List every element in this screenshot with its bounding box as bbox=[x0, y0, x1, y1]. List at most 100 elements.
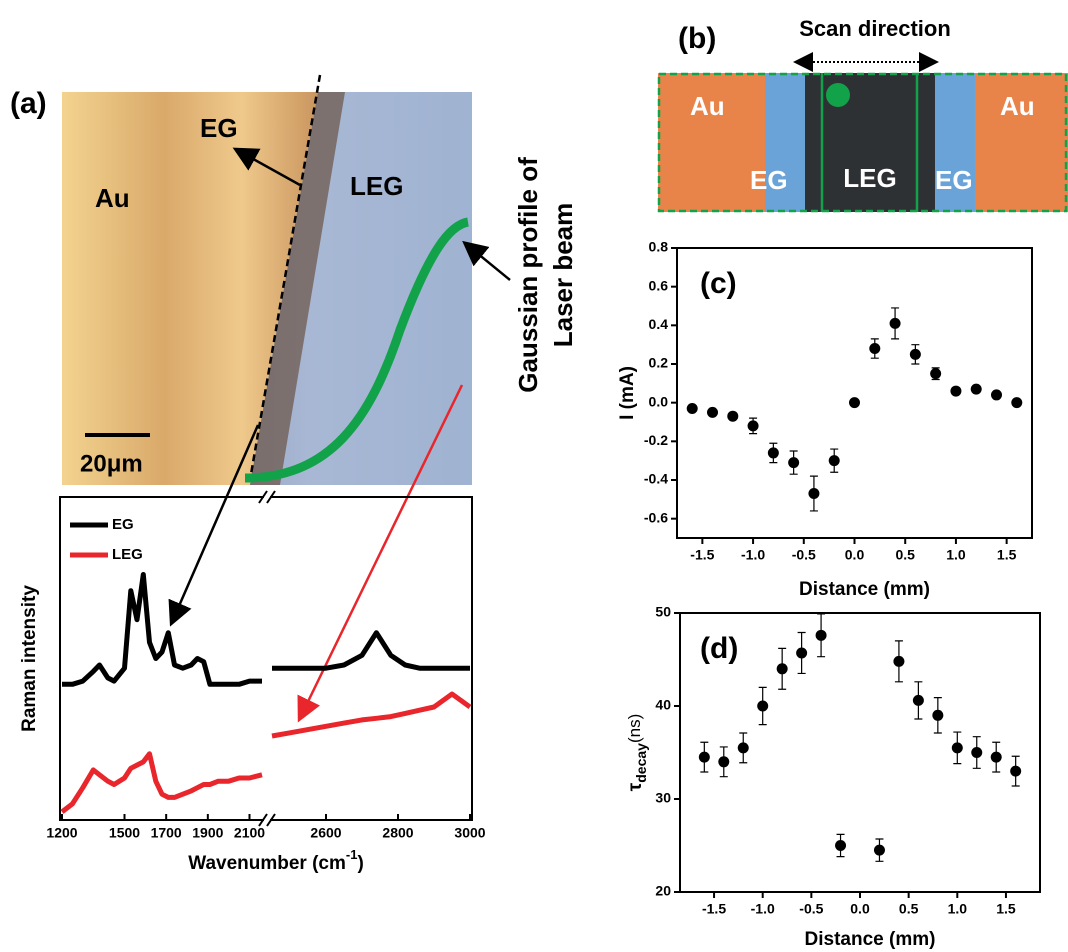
x-tick-label: 1700 bbox=[151, 825, 182, 841]
data-point bbox=[738, 742, 749, 753]
data-point bbox=[718, 756, 729, 767]
y-tick-label: 0.2 bbox=[649, 355, 669, 371]
figure: (a) EG Au LEG 20μm Gaussian profile of L… bbox=[0, 0, 1068, 952]
region-label: LEG bbox=[843, 163, 896, 193]
data-point bbox=[757, 701, 768, 712]
x-tick-label: -1.5 bbox=[690, 547, 714, 563]
region-label: EG bbox=[750, 165, 788, 195]
x-axis-label-end: ) bbox=[357, 853, 363, 874]
data-point bbox=[727, 411, 738, 422]
x-axis-label-sup: -1 bbox=[346, 847, 358, 862]
data-point bbox=[768, 447, 779, 458]
scale-bar-label: 20μm bbox=[80, 450, 143, 477]
data-point bbox=[930, 368, 941, 379]
panel-label: (b) bbox=[678, 22, 716, 55]
y-tick-label: -0.6 bbox=[644, 509, 668, 525]
panel-label: (d) bbox=[700, 632, 738, 665]
region-label: LEG bbox=[350, 171, 403, 201]
y-tick-label: 0.4 bbox=[649, 316, 669, 332]
data-point bbox=[816, 630, 827, 641]
data-point bbox=[1011, 397, 1022, 408]
x-tick-label: 2800 bbox=[382, 825, 413, 841]
data-point bbox=[699, 752, 710, 763]
region-label: Au bbox=[690, 91, 725, 121]
y-tick-label: 50 bbox=[655, 604, 671, 620]
y-tick-label: 0.8 bbox=[649, 239, 669, 255]
data-point bbox=[808, 488, 819, 499]
data-point bbox=[835, 840, 846, 851]
panel-label: (c) bbox=[700, 267, 737, 300]
spectrum-line bbox=[62, 575, 470, 685]
data-point bbox=[893, 656, 904, 667]
data-point bbox=[788, 457, 799, 468]
x-tick-label: -0.5 bbox=[792, 547, 816, 563]
x-tick-label: -0.5 bbox=[799, 901, 823, 917]
y-tick-label: -0.2 bbox=[644, 432, 668, 448]
y-tick-label: 40 bbox=[655, 697, 671, 713]
annotation: Gaussian profile of bbox=[513, 157, 543, 393]
y-axis-label: Raman intensity bbox=[19, 585, 40, 732]
data-point bbox=[687, 403, 698, 414]
y-axis-label: I (mA) bbox=[617, 366, 638, 420]
annotation: Laser beam bbox=[548, 203, 578, 348]
scan-label: Scan direction bbox=[799, 16, 951, 41]
x-tick-label: 1900 bbox=[192, 825, 223, 841]
x-tick-label: -1.0 bbox=[741, 547, 765, 563]
x-tick-label: -1.0 bbox=[751, 901, 775, 917]
y-tick-label: 0.0 bbox=[649, 393, 669, 409]
x-axis-label: Distance (mm) bbox=[805, 929, 936, 950]
data-point bbox=[707, 407, 718, 418]
x-tick-label: 0.5 bbox=[895, 547, 915, 563]
x-tick-label: 1200 bbox=[46, 825, 77, 841]
region-label: EG bbox=[935, 165, 973, 195]
y-tick-label: -0.4 bbox=[644, 471, 668, 487]
y-tick-label: 20 bbox=[655, 883, 671, 899]
x-tick-label: 0.0 bbox=[845, 547, 865, 563]
y-axis-label-text: I (mA) bbox=[617, 366, 638, 420]
region-label: Au bbox=[1000, 91, 1035, 121]
y-axis-label-sub: decay bbox=[633, 743, 649, 783]
x-tick-label: 1.0 bbox=[948, 901, 968, 917]
x-tick-label: 0.5 bbox=[899, 901, 919, 917]
data-point bbox=[890, 318, 901, 329]
data-point bbox=[950, 386, 961, 397]
legend-label: LEG bbox=[112, 546, 143, 563]
data-point bbox=[991, 752, 1002, 763]
y-axis-label: τdecay(ns) bbox=[625, 714, 649, 791]
y-tick-label: 30 bbox=[655, 790, 671, 806]
x-tick-label: 0.0 bbox=[850, 901, 870, 917]
data-point bbox=[874, 845, 885, 856]
x-tick-label: 1.5 bbox=[997, 547, 1017, 563]
data-point bbox=[796, 647, 807, 658]
data-point bbox=[971, 747, 982, 758]
panel-label: (a) bbox=[10, 87, 47, 120]
data-point bbox=[849, 397, 860, 408]
x-tick-label: 1.5 bbox=[996, 901, 1016, 917]
y-tick-label: 0.6 bbox=[649, 277, 669, 293]
data-point bbox=[991, 389, 1002, 400]
data-point bbox=[748, 420, 759, 431]
data-point bbox=[1010, 766, 1021, 777]
x-axis-label-text: Wavenumber (cm bbox=[188, 853, 346, 874]
data-point bbox=[952, 742, 963, 753]
data-point bbox=[913, 695, 924, 706]
x-tick-label: 1500 bbox=[109, 825, 140, 841]
legend-label: EG bbox=[112, 516, 134, 533]
x-axis-label: Wavenumber (cm-1) bbox=[188, 847, 364, 874]
x-tick-label: 3000 bbox=[454, 825, 485, 841]
data-point bbox=[932, 710, 943, 721]
y-axis-label-unit: (ns) bbox=[625, 714, 644, 743]
data-point bbox=[910, 349, 921, 360]
x-axis-label: Distance (mm) bbox=[799, 579, 930, 600]
spectrum-line bbox=[62, 694, 470, 812]
data-point bbox=[829, 455, 840, 466]
x-tick-label: -1.5 bbox=[702, 901, 726, 917]
data-point bbox=[971, 384, 982, 395]
region-label: Au bbox=[95, 183, 130, 213]
data-point bbox=[869, 343, 880, 354]
x-tick-label: 2100 bbox=[234, 825, 265, 841]
data-point bbox=[777, 663, 788, 674]
region-label: EG bbox=[200, 113, 238, 143]
x-tick-label: 2600 bbox=[310, 825, 341, 841]
x-tick-label: 1.0 bbox=[946, 547, 966, 563]
